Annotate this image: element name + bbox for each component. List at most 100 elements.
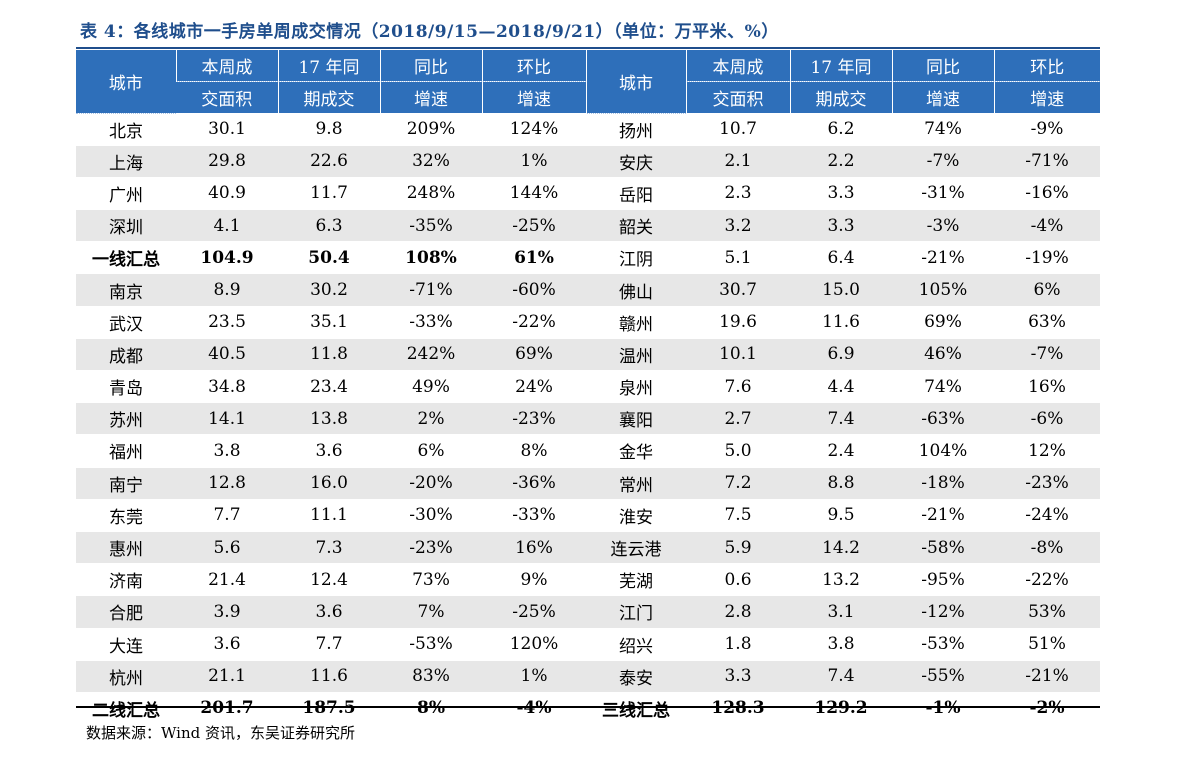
right-area-cell: 2.3 bbox=[686, 177, 790, 211]
left-area-cell: 21.4 bbox=[176, 563, 278, 597]
source-note: 数据来源：Wind 资讯，东吴证券研究所 bbox=[86, 724, 355, 742]
left-city-cell: 南宁 bbox=[76, 467, 176, 500]
left-yoy-cell: 242% bbox=[380, 338, 482, 372]
right-mom-cell: -24% bbox=[994, 499, 1100, 532]
right-city-cell: 赣州 bbox=[586, 306, 686, 339]
left-mom-cell: 144% bbox=[482, 177, 586, 211]
header-yoy-1: 同比 bbox=[891, 50, 994, 82]
right-yoy-cell: -63% bbox=[892, 402, 994, 436]
left-mom-cell: 124% bbox=[482, 113, 586, 146]
right-city-cell: 淮安 bbox=[586, 499, 686, 532]
right-area-cell: 10.1 bbox=[686, 338, 790, 372]
left-yoy-cell: -20% bbox=[380, 467, 482, 500]
right-city-cell: 江门 bbox=[586, 595, 686, 629]
right-last-year-cell: 13.2 bbox=[790, 563, 892, 597]
table-row: 东莞 7.7 11.1 -30% -33% 淮安 7.5 9.5 -21% -24% bbox=[76, 499, 1100, 532]
left-mom-cell: 16% bbox=[482, 531, 586, 565]
right-area-cell: 19.6 bbox=[686, 306, 790, 339]
right-city-cell: 芜湖 bbox=[586, 563, 686, 597]
right-mom-cell: -21% bbox=[994, 660, 1100, 693]
left-mom-cell: 69% bbox=[482, 338, 586, 372]
left-yoy-cell: 108% bbox=[380, 241, 482, 275]
right-city-cell: 常州 bbox=[586, 467, 686, 500]
right-area-cell: 3.2 bbox=[686, 209, 790, 243]
right-area-cell: 7.2 bbox=[686, 467, 790, 500]
left-last-year-cell: 187.5 bbox=[278, 692, 380, 726]
left-area-cell: 21.1 bbox=[176, 660, 278, 693]
right-last-year-cell: 15.0 bbox=[790, 273, 892, 307]
right-mom-cell: 63% bbox=[994, 306, 1100, 339]
right-last-year-cell: 6.2 bbox=[790, 113, 892, 146]
left-area-cell: 8.9 bbox=[176, 273, 278, 307]
left-area-cell: 40.9 bbox=[176, 177, 278, 211]
right-last-year-cell: 11.6 bbox=[790, 306, 892, 339]
right-yoy-cell: -18% bbox=[892, 467, 994, 500]
left-area-cell: 40.5 bbox=[176, 338, 278, 372]
table-row: 广州 40.9 11.7 248% 144% 岳阳 2.3 3.3 -31% -16% bbox=[76, 177, 1100, 211]
header-yoy-1: 同比 bbox=[379, 50, 482, 82]
table-row: 福州 3.8 3.6 6% 8% 金华 5.0 2.4 104% 12% bbox=[76, 434, 1100, 468]
right-mom-cell: 12% bbox=[994, 434, 1100, 468]
header-area-2: 交面积 bbox=[176, 81, 278, 113]
right-last-year-cell: 3.1 bbox=[790, 595, 892, 629]
right-area-cell: 128.3 bbox=[686, 692, 790, 726]
bottom-rule bbox=[76, 706, 1100, 708]
left-last-year-cell: 3.6 bbox=[278, 595, 380, 629]
left-city-cell: 青岛 bbox=[76, 370, 176, 404]
left-mom-cell: 61% bbox=[482, 241, 586, 275]
left-area-cell: 201.7 bbox=[176, 692, 278, 726]
left-yoy-cell: -33% bbox=[380, 306, 482, 339]
header-mom-2: 增速 bbox=[481, 81, 586, 113]
left-yoy-cell: -71% bbox=[380, 273, 482, 307]
left-city-cell: 上海 bbox=[76, 145, 176, 178]
left-city-cell: 合肥 bbox=[76, 595, 176, 629]
left-yoy-cell: 2% bbox=[380, 402, 482, 436]
header-last-year-1: 17 年同 bbox=[277, 50, 380, 82]
left-yoy-cell: 73% bbox=[380, 563, 482, 597]
table-row: 济南 21.4 12.4 73% 9% 芜湖 0.6 13.2 -95% -22% bbox=[76, 563, 1100, 597]
left-yoy-cell: -23% bbox=[380, 531, 482, 565]
left-yoy-cell: 83% bbox=[380, 660, 482, 693]
right-last-year-cell: 3.3 bbox=[790, 209, 892, 243]
table-title: 表 4：各线城市一手房单周成交情况（2018/9/15—2018/9/21）（单… bbox=[80, 22, 779, 42]
right-area-cell: 30.7 bbox=[686, 273, 790, 307]
right-city-cell: 韶关 bbox=[586, 209, 686, 243]
right-city-cell: 绍兴 bbox=[586, 628, 686, 661]
right-mom-cell: -22% bbox=[994, 563, 1100, 597]
left-last-year-cell: 3.6 bbox=[278, 434, 380, 468]
table-row: 合肥 3.9 3.6 7% -25% 江门 2.8 3.1 -12% 53% bbox=[76, 595, 1100, 629]
left-city-cell: 二线汇总 bbox=[76, 692, 176, 726]
right-area-cell: 7.5 bbox=[686, 499, 790, 532]
right-city-cell: 金华 bbox=[586, 434, 686, 468]
right-yoy-cell: 74% bbox=[892, 370, 994, 404]
right-yoy-cell: 74% bbox=[892, 113, 994, 146]
right-area-cell: 0.6 bbox=[686, 563, 790, 597]
left-area-cell: 12.8 bbox=[176, 467, 278, 500]
right-city-cell: 襄阳 bbox=[586, 402, 686, 436]
right-yoy-cell: 105% bbox=[892, 273, 994, 307]
table-row: 大连 3.6 7.7 -53% 120% 绍兴 1.8 3.8 -53% 51% bbox=[76, 628, 1100, 661]
left-last-year-cell: 11.8 bbox=[278, 338, 380, 372]
left-last-year-cell: 13.8 bbox=[278, 402, 380, 436]
right-city-cell: 安庆 bbox=[586, 145, 686, 178]
left-last-year-cell: 23.4 bbox=[278, 370, 380, 404]
left-last-year-cell: 22.6 bbox=[278, 145, 380, 178]
left-mom-cell: 1% bbox=[482, 660, 586, 693]
left-yoy-cell: 248% bbox=[380, 177, 482, 211]
header-city: 城市 bbox=[585, 50, 686, 114]
right-last-year-cell: 6.9 bbox=[790, 338, 892, 372]
header-area-2: 交面积 bbox=[685, 81, 790, 113]
right-mom-cell: 6% bbox=[994, 273, 1100, 307]
left-mom-cell: 9% bbox=[482, 563, 586, 597]
right-mom-cell: 53% bbox=[994, 595, 1100, 629]
left-yoy-cell: 209% bbox=[380, 113, 482, 146]
header-mom-1: 环比 bbox=[993, 50, 1100, 82]
left-area-cell: 4.1 bbox=[176, 209, 278, 243]
city-transactions-table: 城市 本周成 17 年同 同比 环比 城市 本周成 17 年同 同比 环比 交面… bbox=[76, 50, 1100, 726]
left-city-cell: 杭州 bbox=[76, 660, 176, 693]
right-mom-cell: -2% bbox=[994, 692, 1100, 726]
table-row: 北京 30.1 9.8 209% 124% 扬州 10.7 6.2 74% -9% bbox=[76, 113, 1100, 146]
left-last-year-cell: 7.3 bbox=[278, 531, 380, 565]
left-last-year-cell: 50.4 bbox=[278, 241, 380, 275]
left-mom-cell: -33% bbox=[482, 499, 586, 532]
